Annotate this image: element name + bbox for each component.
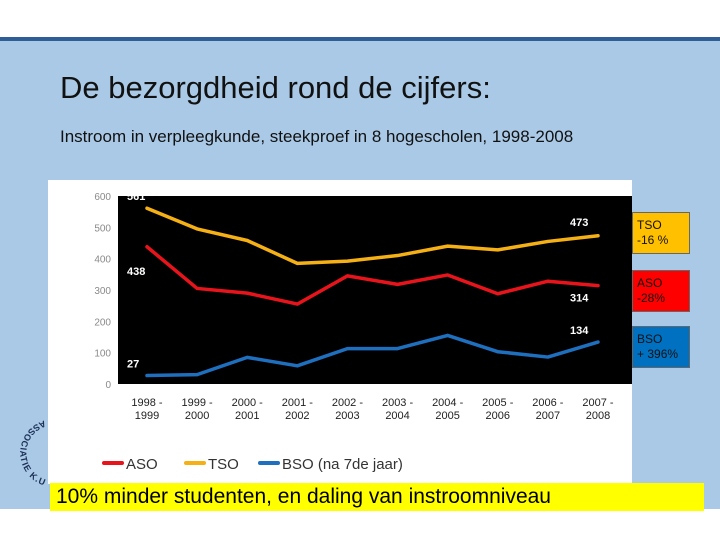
- y-tick-label: 300: [94, 286, 111, 297]
- data-point: [195, 286, 199, 290]
- data-point: [446, 333, 450, 337]
- slide-subtitle: Instroom in verpleegkunde, steekproef in…: [60, 127, 574, 146]
- data-point: [345, 259, 349, 263]
- data-point: [295, 261, 299, 265]
- callout-tso-value: -16 %: [637, 233, 669, 247]
- y-tick-label: 0: [105, 380, 111, 391]
- data-point: [245, 238, 249, 242]
- y-tick-label: 500: [94, 223, 111, 234]
- callout-aso-label: ASO: [637, 276, 663, 290]
- x-tick-label: 1999 -2000: [182, 397, 214, 422]
- data-point: [496, 248, 500, 252]
- x-tick-label: 2004 -2005: [432, 397, 464, 422]
- data-point: [245, 291, 249, 295]
- series-line-tso: [145, 206, 600, 266]
- legend-label: BSO (na 7de jaar): [282, 456, 403, 473]
- callout-tso: TSO -16 %: [632, 212, 690, 254]
- x-tick-label: 2006 -2007: [532, 397, 564, 422]
- callout-tso-label: TSO: [637, 218, 662, 232]
- data-point: [396, 254, 400, 258]
- callout-bso-value: + 396%: [637, 347, 679, 361]
- data-point: [596, 234, 600, 238]
- x-tick-label: 1998 -1999: [131, 397, 163, 422]
- data-point: [546, 355, 550, 359]
- x-tick-label: 2005 -2006: [482, 397, 514, 422]
- callout-bso-label: BSO: [637, 332, 663, 346]
- top-margin: [0, 0, 720, 36]
- data-label: 473: [570, 217, 588, 229]
- y-tick-label: 100: [94, 349, 111, 360]
- x-tick-label: 2000 -2001: [232, 397, 264, 422]
- callout-aso-value: -28%: [637, 291, 666, 305]
- data-point: [195, 373, 199, 377]
- y-tick-label: 400: [94, 255, 111, 266]
- bottom-margin: [0, 509, 720, 540]
- data-point: [145, 374, 149, 378]
- callout-bso: BSO + 396%: [632, 326, 690, 368]
- y-tick-label: 200: [94, 317, 111, 328]
- association-seal-logo: ASSOCIATIE K.U.LEUVEN: [0, 412, 48, 488]
- data-point: [295, 302, 299, 306]
- seal-text: ASSOCIATIE K.U.LEUVEN: [0, 412, 47, 488]
- data-point: [496, 292, 500, 296]
- data-point: [295, 364, 299, 368]
- slide-title: De bezorgdheid rond de cijfers:: [60, 70, 491, 105]
- data-point: [145, 206, 149, 210]
- x-tick-label: 2002 -2003: [332, 397, 364, 422]
- data-point: [446, 244, 450, 248]
- data-point: [396, 347, 400, 351]
- data-point: [596, 340, 600, 344]
- callout-aso: ASO -28%: [632, 270, 690, 312]
- data-point: [145, 245, 149, 249]
- data-point: [396, 282, 400, 286]
- legend-label: ASO: [126, 456, 158, 473]
- data-label: 314: [570, 293, 589, 305]
- data-label: 561: [127, 191, 145, 203]
- legend-label: TSO: [208, 456, 239, 473]
- data-point: [345, 274, 349, 278]
- svg-text:ASSOCIATIE K.U.LEUVEN: ASSOCIATIE K.U.LEUVEN: [0, 412, 48, 488]
- caption-banner: 10% minder studenten, en daling van inst…: [50, 483, 704, 511]
- data-label: 27: [127, 359, 139, 371]
- x-tick-label: 2001 -2002: [282, 397, 314, 422]
- data-point: [195, 227, 199, 231]
- data-label: 438: [127, 266, 145, 278]
- data-point: [546, 239, 550, 243]
- series-line-aso: [145, 245, 600, 306]
- data-point: [596, 284, 600, 288]
- data-point: [345, 347, 349, 351]
- data-label: 134: [570, 325, 589, 337]
- y-tick-label: 600: [94, 192, 111, 203]
- x-tick-label: 2007 -2008: [582, 397, 614, 422]
- header-rule: [0, 37, 720, 41]
- data-point: [245, 355, 249, 359]
- series-line-bso: [145, 333, 600, 378]
- data-point: [446, 273, 450, 277]
- x-tick-label: 2003 -2004: [382, 397, 414, 422]
- data-point: [496, 350, 500, 354]
- data-point: [546, 279, 550, 283]
